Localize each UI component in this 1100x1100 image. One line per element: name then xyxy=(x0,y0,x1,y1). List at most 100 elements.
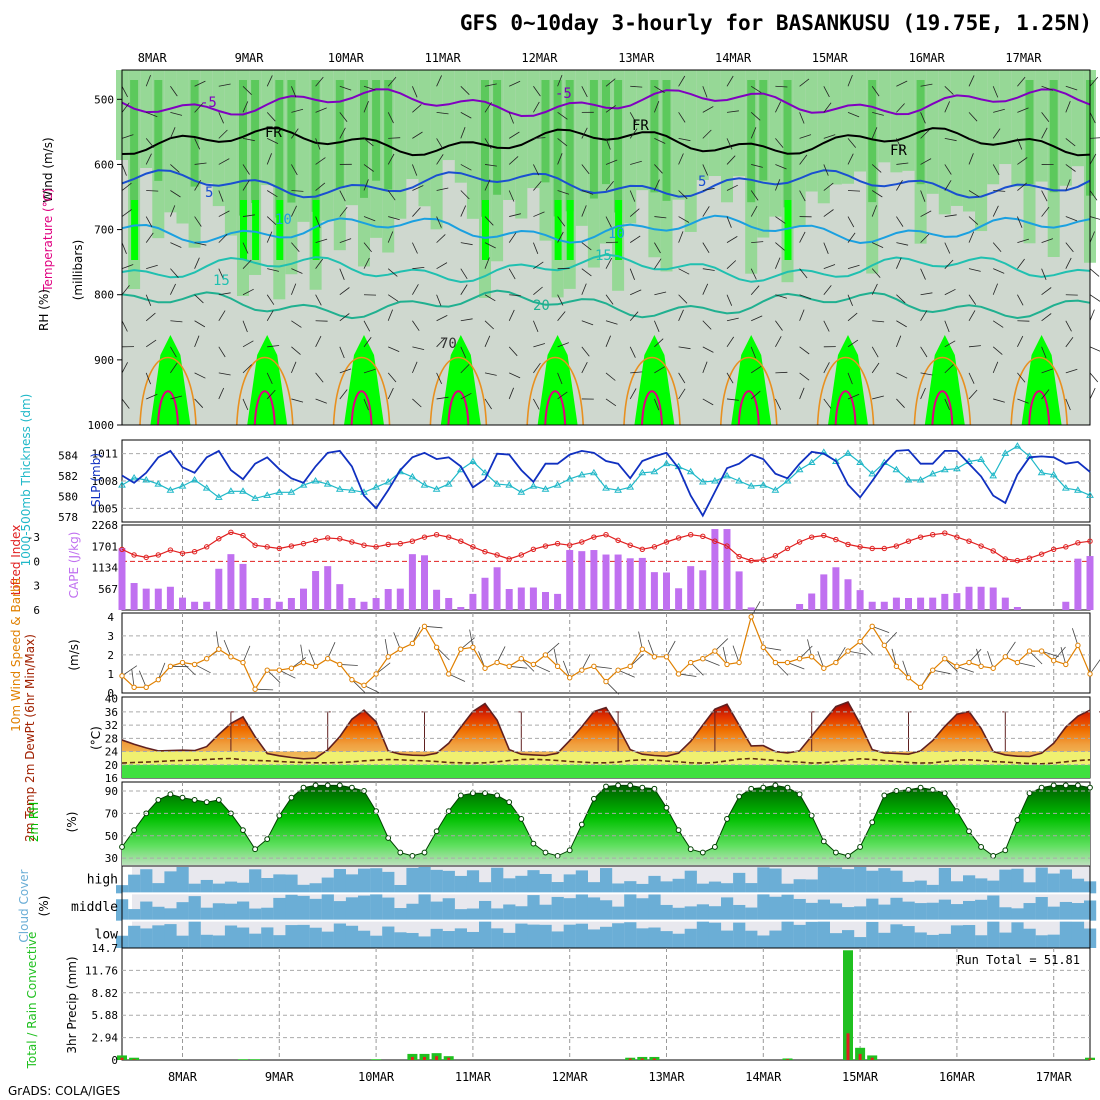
wind-barb xyxy=(896,320,907,328)
cloud-cell xyxy=(648,894,661,921)
wind-barb xyxy=(339,268,345,280)
cloud-cell xyxy=(382,897,395,921)
cloud-cell xyxy=(224,925,238,948)
cloud-cell xyxy=(733,904,746,921)
wind-barb xyxy=(1017,182,1027,191)
rh-streak xyxy=(252,200,260,260)
wind-barb xyxy=(1041,368,1054,374)
wind-barb xyxy=(339,664,358,666)
wind-barb xyxy=(896,80,908,87)
precip-tick-label: 0 xyxy=(111,1054,118,1067)
cape-bar xyxy=(578,551,586,610)
wind-barb xyxy=(1041,85,1054,91)
wind-barb xyxy=(533,101,540,113)
cloud-cell xyxy=(612,923,625,948)
cloud-cell xyxy=(140,869,153,894)
wind-barb xyxy=(484,83,497,87)
rh-streak xyxy=(793,70,806,227)
cloud-cell xyxy=(575,923,588,948)
cloud-cell xyxy=(382,871,395,894)
cloud-cell xyxy=(587,882,601,894)
cloud-cell xyxy=(842,869,855,894)
cape-bar xyxy=(457,607,465,610)
cloud-cell xyxy=(769,896,782,921)
wind-barb xyxy=(484,398,492,410)
y-tick-label: 900 xyxy=(94,354,114,367)
day-label-bottom: 12MAR xyxy=(552,1070,589,1084)
thickness-point xyxy=(977,455,985,462)
wind-point xyxy=(446,671,452,677)
rh-point xyxy=(1050,782,1057,789)
wind-barb xyxy=(194,398,204,408)
cape-bar xyxy=(505,589,513,610)
cloud-cell xyxy=(249,869,262,894)
precip-convective-bar xyxy=(1088,1058,1092,1060)
wind-barb xyxy=(121,164,127,176)
thickness-point xyxy=(420,481,429,488)
wind-barb xyxy=(823,362,830,374)
cloud-cell xyxy=(176,866,189,894)
cloud-cell xyxy=(297,895,310,921)
wind-barb xyxy=(1089,190,1098,201)
cloud-cell xyxy=(890,897,903,921)
rh-point xyxy=(784,784,791,791)
wind-barb xyxy=(412,86,418,98)
wind-barb xyxy=(412,398,422,408)
footer-credit: GrADS: COLA/IGES xyxy=(8,1084,120,1098)
cape-bar xyxy=(408,554,416,610)
thickness-point xyxy=(178,482,187,489)
li-point xyxy=(748,557,754,564)
wind-barb xyxy=(508,131,520,139)
day-label-top: 8MAR xyxy=(138,51,168,65)
cape-bar xyxy=(1001,597,1009,610)
temperature-contour xyxy=(235,356,294,426)
wind-barb xyxy=(436,234,446,243)
wind-barb xyxy=(218,310,226,321)
wind-barb xyxy=(218,372,231,376)
wind-barb xyxy=(266,112,276,122)
wind-barb xyxy=(315,138,321,150)
wind-barb xyxy=(339,346,345,359)
wind-barb xyxy=(170,127,176,139)
wind-barb xyxy=(242,180,250,191)
cloud-cell xyxy=(515,923,528,948)
cloud-cell xyxy=(321,877,334,894)
cloud-cell xyxy=(975,935,988,948)
wind-barb xyxy=(847,153,854,165)
li-point xyxy=(482,549,488,555)
wind-barb xyxy=(315,258,324,269)
contour-label: 15 xyxy=(213,273,230,289)
cloud-cell xyxy=(696,904,709,921)
thickness-point xyxy=(529,482,538,489)
wind-point xyxy=(869,623,875,630)
cloud-cell xyxy=(503,878,516,894)
cloud-cell xyxy=(539,873,552,894)
temperature-contour xyxy=(121,289,1091,320)
wind-barb xyxy=(508,309,515,321)
wind-barb xyxy=(1089,309,1095,321)
wind-barb xyxy=(1089,387,1096,400)
wind-barb xyxy=(654,179,660,191)
li-point xyxy=(216,536,222,542)
thickness-point xyxy=(553,481,562,488)
wind-barb xyxy=(460,364,470,374)
wind-barb xyxy=(605,216,612,228)
cloud-cell xyxy=(140,928,153,948)
wind-barb xyxy=(775,216,786,224)
wind-barb xyxy=(775,257,781,269)
li-point xyxy=(240,532,246,539)
wind-barb xyxy=(145,372,151,385)
wind-barb xyxy=(436,372,442,384)
thickness-point xyxy=(202,484,211,491)
wind-barb xyxy=(871,164,882,173)
slp-line xyxy=(121,449,1091,518)
thickness-tick-label: 580 xyxy=(58,490,78,503)
wind-point xyxy=(179,659,186,666)
cape-bar xyxy=(820,574,828,610)
wind-barb xyxy=(266,216,277,225)
wind-barb xyxy=(218,190,224,202)
wind-barb xyxy=(799,190,806,202)
cloud-cell xyxy=(660,881,673,894)
wind-barb xyxy=(557,372,563,385)
rh-tick-label: 30 xyxy=(105,852,118,865)
